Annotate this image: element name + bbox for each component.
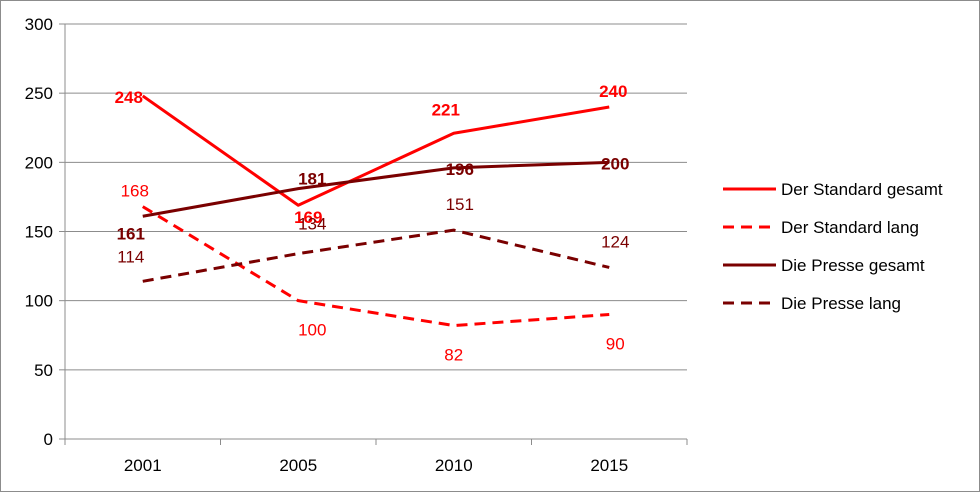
legend-label: Die Presse lang (781, 294, 901, 313)
series-lines (141, 94, 610, 328)
legend: Der Standard gesamt Der Standard lang Die … (723, 180, 943, 313)
data-label: 124 (601, 232, 629, 251)
data-label: 248 (115, 88, 143, 107)
x-tick-label: 2001 (124, 456, 162, 475)
data-label: 90 (606, 335, 625, 354)
data-label: 114 (117, 247, 144, 266)
y-tick-label: 200 (25, 153, 53, 172)
y-tick-label: 50 (34, 361, 53, 380)
data-labels: 248 169 221 240 168 100 82 90 161 181 196 200 114 134… (115, 82, 630, 365)
y-tick-label: 150 (25, 223, 53, 242)
data-label: 100 (298, 321, 326, 340)
data-label: 200 (601, 154, 629, 173)
data-label: 168 (121, 182, 149, 201)
legend-label: Die Presse gesamt (781, 256, 925, 275)
y-tick-label: 0 (44, 430, 53, 449)
data-label: 196 (446, 160, 474, 179)
x-tick-label: 2015 (590, 456, 628, 475)
y-tick-label: 250 (25, 84, 53, 103)
gridlines (65, 23, 687, 371)
data-label: 181 (298, 170, 326, 189)
data-label: 240 (599, 82, 627, 101)
data-label: 221 (432, 100, 460, 119)
data-label: 82 (444, 346, 463, 365)
axes: 0 50 100 150 200 250 300 2001 2005 2010 2015 (25, 15, 688, 475)
y-tick-label: 100 (25, 292, 53, 311)
y-tick-label: 300 (25, 15, 53, 34)
series-line-der-standard-lang (141, 205, 610, 328)
data-label: 151 (446, 195, 474, 214)
series-line-die-presse-gesamt (142, 160, 610, 218)
data-label: 169 (294, 208, 322, 227)
data-label: 161 (117, 224, 145, 243)
series-line-die-presse-lang (142, 228, 610, 283)
legend-label: Der Standard gesamt (781, 180, 943, 199)
series-line-der-standard-gesamt (141, 94, 610, 207)
data-label: 134 (298, 215, 326, 234)
legend-label: Der Standard lang (781, 218, 919, 237)
x-tick-label: 2005 (279, 456, 317, 475)
x-tick-label: 2010 (435, 456, 473, 475)
